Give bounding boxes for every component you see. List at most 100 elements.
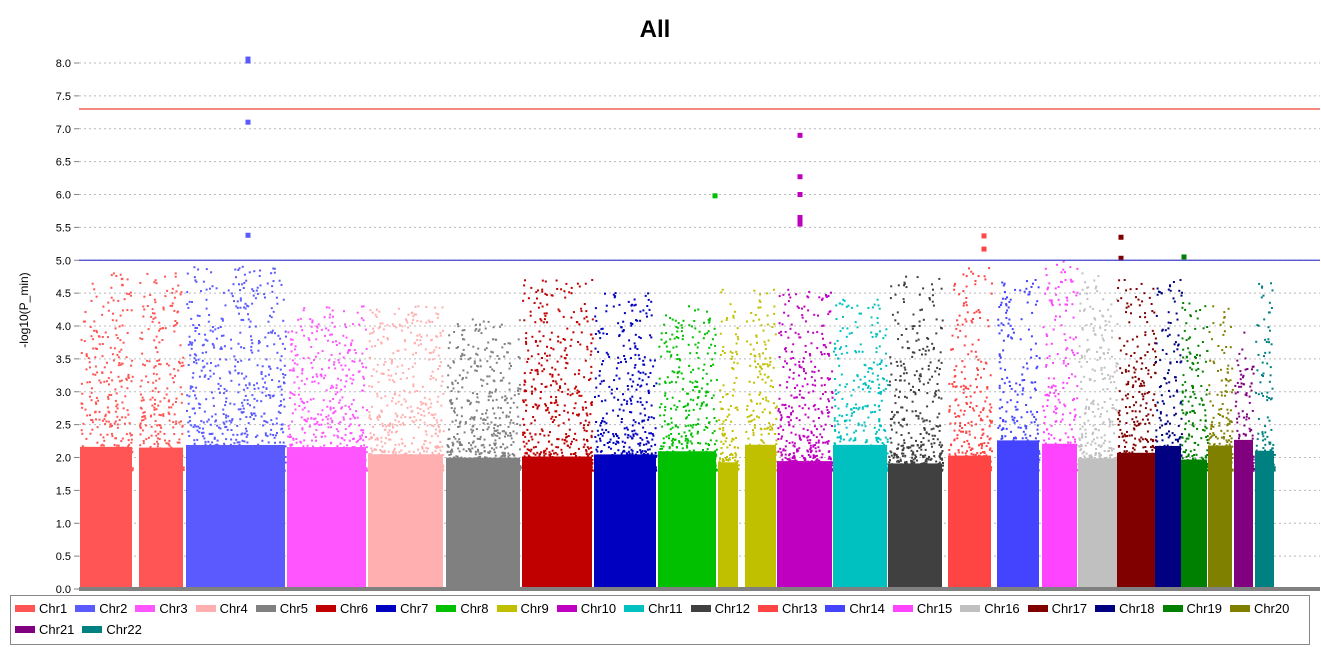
data-point bbox=[598, 463, 601, 466]
data-point bbox=[203, 437, 206, 440]
data-point bbox=[420, 320, 423, 323]
data-point bbox=[80, 429, 83, 432]
data-point bbox=[296, 375, 299, 378]
data-point bbox=[233, 300, 235, 303]
data-point bbox=[280, 460, 283, 463]
data-point bbox=[409, 453, 412, 456]
data-point bbox=[306, 464, 309, 467]
data-point bbox=[645, 312, 648, 315]
data-point bbox=[232, 449, 235, 452]
data-point bbox=[82, 457, 85, 460]
data-point bbox=[348, 458, 351, 461]
data-point bbox=[236, 300, 239, 303]
data-point bbox=[499, 446, 502, 449]
data-point bbox=[121, 463, 124, 466]
data-point bbox=[299, 460, 301, 463]
data-point bbox=[243, 273, 246, 276]
data-point bbox=[92, 373, 95, 376]
data-point bbox=[479, 417, 482, 420]
data-point bbox=[103, 467, 105, 469]
data-point bbox=[510, 365, 512, 367]
data-point bbox=[175, 450, 178, 453]
data-point bbox=[647, 418, 650, 421]
data-point bbox=[282, 469, 285, 472]
data-point bbox=[583, 463, 586, 466]
data-point bbox=[556, 288, 559, 290]
data-point bbox=[206, 362, 209, 365]
data-point bbox=[148, 449, 151, 452]
data-point bbox=[453, 331, 456, 333]
data-point bbox=[587, 424, 590, 427]
data-point bbox=[264, 434, 267, 437]
data-point bbox=[575, 454, 577, 457]
data-point bbox=[205, 288, 208, 291]
data-point bbox=[515, 464, 518, 466]
data-point bbox=[578, 285, 581, 288]
data-point bbox=[409, 462, 412, 465]
data-point bbox=[116, 469, 118, 472]
data-point bbox=[463, 431, 466, 434]
data-point bbox=[256, 382, 258, 385]
data-point bbox=[508, 367, 511, 370]
data-point bbox=[526, 461, 529, 464]
data-point bbox=[280, 388, 283, 391]
data-point bbox=[194, 446, 197, 449]
data-point bbox=[119, 380, 121, 383]
y-tick-label: 7.5 bbox=[56, 91, 71, 103]
data-point bbox=[325, 415, 328, 418]
data-point bbox=[307, 462, 310, 465]
data-point bbox=[595, 440, 598, 443]
data-point bbox=[407, 326, 409, 329]
data-point bbox=[219, 469, 222, 472]
data-point bbox=[143, 411, 146, 414]
data-point bbox=[240, 359, 243, 362]
data-point bbox=[192, 324, 195, 327]
data-point bbox=[283, 447, 286, 450]
data-point bbox=[141, 467, 144, 470]
data-point bbox=[158, 341, 161, 344]
data-point bbox=[350, 448, 353, 451]
data-point bbox=[253, 384, 256, 387]
data-point bbox=[366, 409, 368, 412]
data-point bbox=[493, 451, 496, 454]
data-point bbox=[113, 347, 116, 350]
data-point bbox=[554, 416, 557, 418]
data-point bbox=[179, 344, 182, 347]
data-point bbox=[413, 461, 416, 463]
data-point bbox=[139, 422, 142, 425]
data-point bbox=[153, 403, 156, 405]
data-point bbox=[103, 380, 106, 383]
data-point bbox=[427, 447, 429, 450]
data-point bbox=[450, 390, 453, 392]
data-point bbox=[508, 362, 511, 365]
data-point bbox=[193, 442, 196, 445]
data-point bbox=[170, 446, 173, 449]
data-point bbox=[629, 411, 632, 413]
data-point bbox=[85, 368, 88, 371]
data-point bbox=[380, 440, 383, 443]
data-point bbox=[544, 280, 547, 283]
data-point bbox=[432, 351, 435, 354]
data-point bbox=[320, 453, 322, 456]
data-point bbox=[154, 452, 157, 455]
data-point bbox=[112, 460, 115, 463]
data-point bbox=[112, 359, 115, 362]
data-point bbox=[337, 430, 340, 433]
data-point bbox=[381, 469, 384, 472]
data-point bbox=[370, 405, 373, 408]
data-point bbox=[108, 383, 110, 386]
data-point bbox=[193, 353, 196, 356]
data-point bbox=[440, 361, 443, 364]
data-point bbox=[502, 443, 505, 446]
data-point bbox=[191, 460, 194, 463]
data-point bbox=[550, 443, 553, 446]
data-point bbox=[302, 447, 305, 450]
series-chr6 bbox=[522, 279, 594, 589]
data-point bbox=[646, 315, 648, 318]
data-point bbox=[430, 424, 433, 427]
data-point bbox=[93, 468, 96, 471]
data-point bbox=[441, 445, 444, 448]
data-point bbox=[398, 323, 401, 326]
data-point bbox=[508, 454, 511, 457]
data-point bbox=[166, 387, 169, 390]
